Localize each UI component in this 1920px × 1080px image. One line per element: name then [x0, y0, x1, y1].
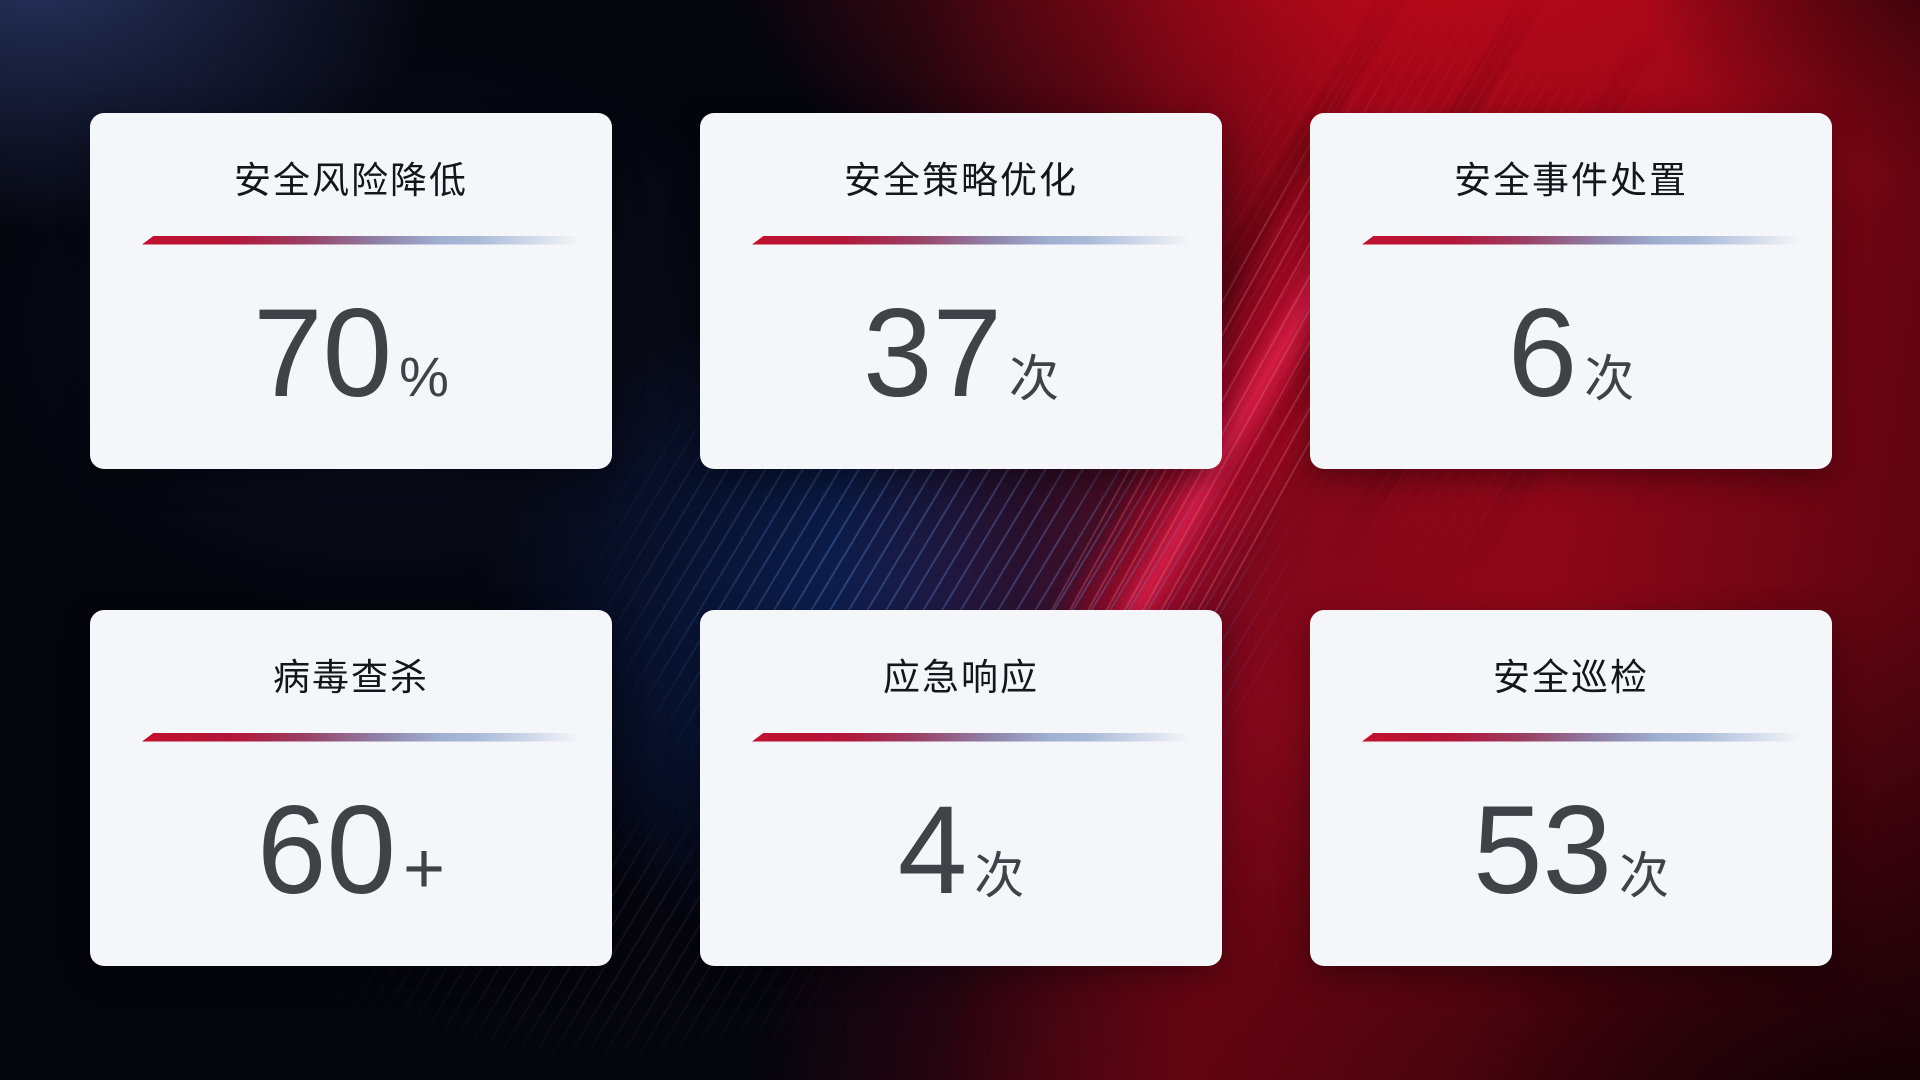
stat-card-value: 37: [862, 283, 1003, 423]
stat-card-divider: [1362, 732, 1814, 742]
stat-card-unit: 次: [1584, 350, 1635, 407]
stat-card: 安全巡检 53 次: [1310, 610, 1832, 966]
stat-card-value-row: 60 +: [257, 788, 445, 913]
stat-card: 安全事件处置 6 次: [1310, 113, 1832, 469]
stat-card-value-row: 53 次: [1473, 788, 1669, 913]
stat-card-value-row: 37 次: [863, 291, 1059, 416]
stat-card-value: 70: [253, 283, 393, 423]
stat-card-title: 病毒查杀: [273, 657, 429, 698]
stat-card-value-row: 6 次: [1508, 291, 1635, 416]
stat-card: 应急响应 4 次: [700, 610, 1222, 966]
stat-card-value-row: 4 次: [898, 788, 1025, 913]
stat-card: 安全策略优化 37 次: [700, 113, 1222, 469]
stat-card-title: 安全事件处置: [1454, 160, 1688, 201]
stat-card-unit: %: [399, 344, 449, 408]
stat-card-value: 6: [1507, 283, 1578, 423]
stat-card-unit: 次: [974, 847, 1025, 904]
stat-card: 病毒查杀 60 +: [90, 610, 612, 966]
stat-card-title: 安全巡检: [1493, 657, 1649, 698]
stat-card-unit: 次: [1009, 350, 1060, 407]
stat-card-value: 60: [256, 780, 396, 920]
stat-card-divider: [752, 732, 1204, 742]
stat-card-value-row: 70 %: [253, 291, 449, 416]
stat-card-title: 应急响应: [883, 657, 1039, 698]
stat-card-value: 4: [897, 780, 968, 920]
stat-card-divider: [752, 235, 1204, 245]
stat-card-unit: 次: [1619, 847, 1670, 904]
stat-card-title: 安全策略优化: [844, 160, 1078, 201]
stat-card: 安全风险降低 70 %: [90, 113, 612, 469]
stat-card-title: 安全风险降低: [234, 160, 468, 201]
stat-card-divider: [142, 235, 594, 245]
stat-card-value: 53: [1472, 780, 1613, 920]
stat-cards-grid: 安全风险降低 70 % 安全策略优化 37 次 安全事件处置 6 次: [90, 113, 1832, 966]
stat-card-divider: [1362, 235, 1814, 245]
stat-card-unit: +: [403, 828, 446, 909]
stat-card-divider: [142, 732, 594, 742]
